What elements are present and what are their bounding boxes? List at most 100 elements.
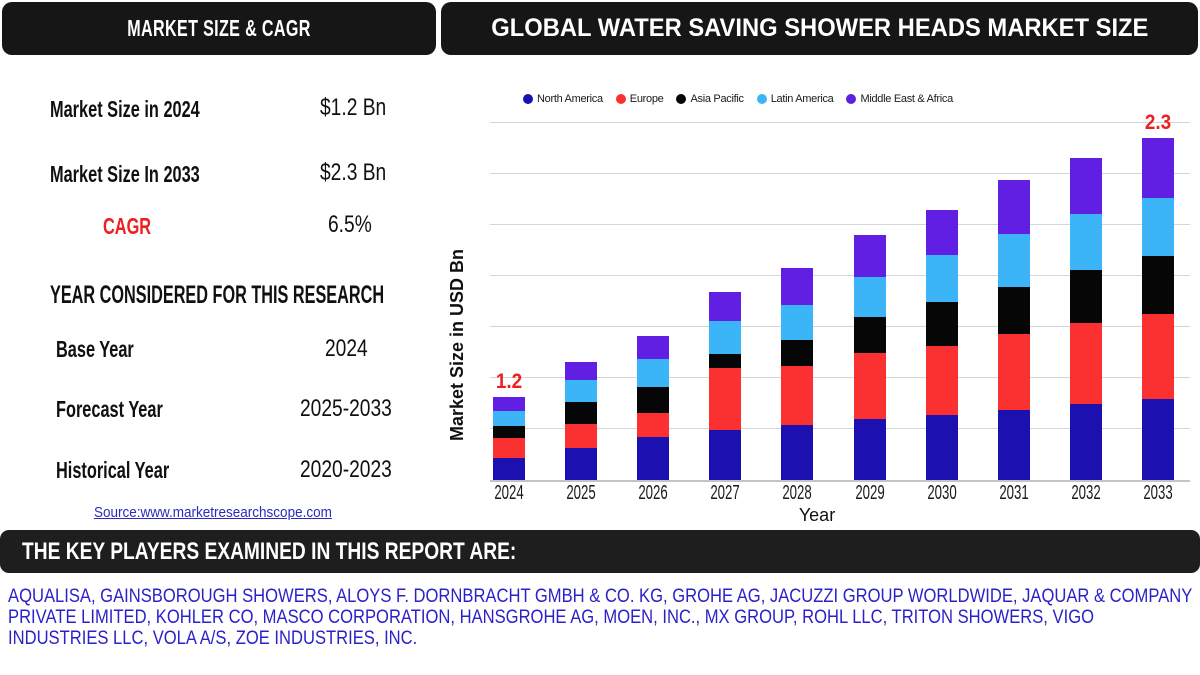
bar-segment-2032-asia-pacific <box>1070 270 1103 323</box>
stat-value-market-size-2024: $1.2 Bn <box>320 94 387 121</box>
y-axis-label: Market Size in USD Bn <box>447 248 467 442</box>
bar-segment-2033-asia-pacific <box>1142 256 1175 314</box>
x-tick-2033: 2033 <box>1143 482 1173 504</box>
bar-segment-2026-asia-pacific <box>636 387 669 413</box>
year-label-base: Base Year <box>56 336 134 362</box>
key-players-section: AQUALISA, GAINSBOROUGH SHOWERS, ALOYS F.… <box>8 586 1197 661</box>
bar-segment-2032-middle-east-africa <box>1070 158 1103 214</box>
bar-segment-2026-north-america <box>636 437 669 480</box>
bar-segment-2033-europe <box>1142 314 1175 399</box>
bar-segment-2032-north-america <box>1070 404 1103 480</box>
bar-segment-2028-asia-pacific <box>781 340 814 366</box>
bar-segment-2026-middle-east-africa <box>636 336 669 359</box>
plot-area <box>490 122 1190 482</box>
bar-segment-2029-middle-east-africa <box>853 235 886 277</box>
bar-segment-2030-latin-america <box>925 255 958 302</box>
x-tick-2031: 2031 <box>999 482 1029 504</box>
bar-segment-2029-latin-america <box>853 277 886 317</box>
stat-value-cagr: 6.5% <box>328 211 372 238</box>
gridline <box>490 326 1190 327</box>
key-players-header-bar: THE KEY PLAYERS EXAMINED IN THIS REPORT … <box>0 530 1200 573</box>
bar-segment-2030-europe <box>925 346 958 415</box>
bar-segment-2029-north-america <box>853 419 886 480</box>
bar-segment-2024-europe <box>492 438 525 458</box>
bar-segment-2032-latin-america <box>1070 214 1103 270</box>
bar-segment-2033-latin-america <box>1142 198 1175 256</box>
legend-label: Latin America <box>770 93 834 105</box>
bar-annotation-2024: 1.2 <box>495 370 522 394</box>
bar-segment-2027-asia-pacific <box>709 354 742 368</box>
key-players-list: AQUALISA, GAINSBOROUGH SHOWERS, ALOYS F.… <box>8 586 1193 649</box>
x-tick-2028: 2028 <box>782 482 812 504</box>
legend-swatch-icon <box>676 94 687 104</box>
gridline <box>490 377 1190 378</box>
bar-segment-2024-asia-pacific <box>492 426 525 438</box>
year-value-forecast: 2025-2033 <box>300 395 392 422</box>
source-link[interactable]: Source:www.marketresearchscope.com <box>94 504 332 521</box>
bar-segment-2025-europe <box>564 424 597 448</box>
x-tick-2024: 2024 <box>493 482 524 504</box>
bar-segment-2026-latin-america <box>636 359 669 387</box>
legend-swatch-icon <box>756 94 767 104</box>
bar-segment-2033-north-america <box>1142 399 1175 480</box>
x-tick-2026: 2026 <box>638 482 668 504</box>
bar-segment-2027-north-america <box>709 430 742 480</box>
bar-segment-2024-north-america <box>492 458 525 480</box>
bar-segment-2028-latin-america <box>781 305 814 340</box>
bar-segment-2030-middle-east-africa <box>925 210 958 255</box>
bar-segment-2028-europe <box>781 366 814 425</box>
bar-segment-2026-europe <box>636 413 669 437</box>
bar-segment-2028-north-america <box>781 425 814 480</box>
gridline <box>490 173 1190 174</box>
legend-item-asia-pacific: Asia Pacific <box>676 93 744 105</box>
legend-item-latin-america: Latin America <box>756 93 834 105</box>
bar-segment-2031-latin-america <box>997 234 1030 287</box>
bar-segment-2025-middle-east-africa <box>564 362 597 380</box>
stat-label-cagr: CAGR <box>103 213 152 239</box>
gridline <box>490 122 1190 123</box>
x-tick-2032: 2032 <box>1071 482 1101 504</box>
bar-segment-2027-europe <box>709 368 742 430</box>
bar-segment-2027-latin-america <box>709 321 742 354</box>
legend-swatch-icon <box>846 94 857 104</box>
legend-swatch-icon <box>615 94 626 104</box>
x-tick-2025: 2025 <box>566 482 596 504</box>
legend-label: North America <box>537 93 603 105</box>
left-panel-header: MARKET SIZE & CAGR <box>2 2 436 55</box>
bar-segment-2031-middle-east-africa <box>997 180 1030 234</box>
legend-label: Middle East & Africa <box>860 93 953 105</box>
bar-segment-2033-middle-east-africa <box>1142 138 1175 198</box>
bar-segment-2024-middle-east-africa <box>492 397 525 411</box>
bar-segment-2031-asia-pacific <box>997 287 1030 334</box>
legend-label: Europe <box>629 93 664 105</box>
left-panel-header-text: MARKET SIZE & CAGR <box>127 15 311 41</box>
bar-segment-2029-europe <box>853 353 886 419</box>
bar-annotation-2033: 2.3 <box>1145 110 1172 134</box>
x-tick-2027: 2027 <box>710 482 740 504</box>
bar-segment-2032-europe <box>1070 323 1103 404</box>
stat-label-market-size-2033: Market Size In 2033 <box>50 161 200 187</box>
legend-item-north-america: North America <box>523 93 603 105</box>
chart-title-text: GLOBAL WATER SAVING SHOWER HEADS MARKET … <box>490 14 1149 42</box>
year-label-forecast: Forecast Year <box>56 396 163 422</box>
x-tick-2030: 2030 <box>927 482 957 504</box>
bar-segment-2028-middle-east-africa <box>781 268 814 305</box>
bar-segment-2025-north-america <box>564 448 597 480</box>
bar-segment-2031-north-america <box>997 410 1030 480</box>
bar-segment-2024-latin-america <box>492 411 525 426</box>
bar-segment-2030-asia-pacific <box>925 302 958 346</box>
gridline <box>490 224 1190 225</box>
legend-item-middle-east-africa: Middle East & Africa <box>846 93 953 105</box>
bar-segment-2025-asia-pacific <box>564 402 597 424</box>
stat-label-market-size-2024: Market Size in 2024 <box>50 96 200 122</box>
bar-segment-2031-europe <box>997 334 1030 410</box>
year-value-base: 2024 <box>325 335 368 362</box>
chart-title: GLOBAL WATER SAVING SHOWER HEADS MARKET … <box>441 2 1198 55</box>
bar-segment-2030-north-america <box>925 415 958 480</box>
legend-item-europe: Europe <box>615 93 664 105</box>
chart-legend: North America Europe Asia Pacific Latin Ame… <box>523 93 953 105</box>
legend-swatch-icon <box>523 94 533 104</box>
year-label-historical: Historical Year <box>56 457 170 483</box>
year-value-historical: 2020-2023 <box>300 456 392 483</box>
stat-value-market-size-2033: $2.3 Bn <box>320 159 387 186</box>
